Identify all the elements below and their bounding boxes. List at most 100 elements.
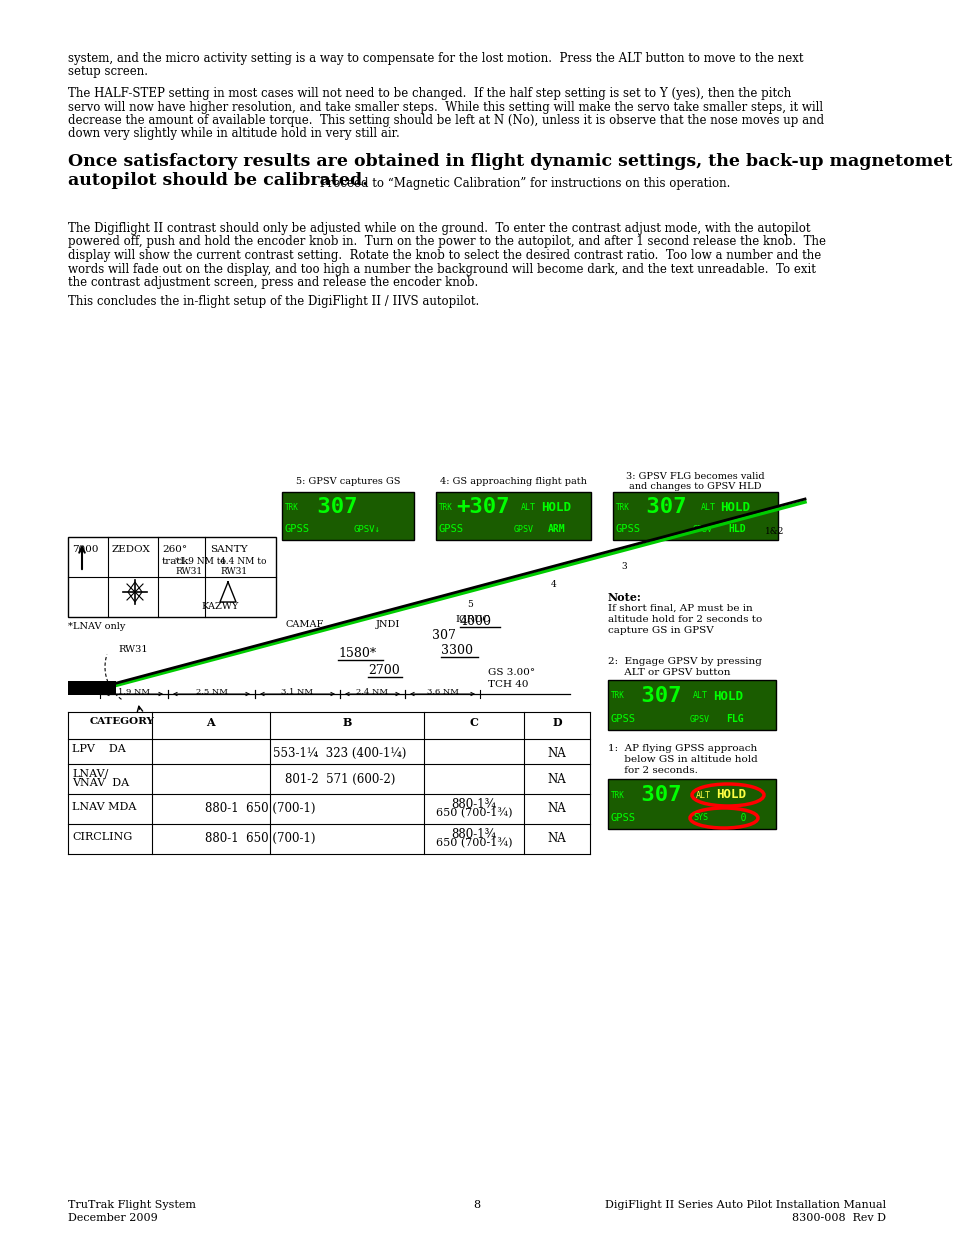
Text: 307: 307 <box>627 685 680 706</box>
Text: below GS in altitude hold: below GS in altitude hold <box>607 755 757 764</box>
Text: JNDI: JNDI <box>375 620 399 629</box>
Text: decrease the amount of available torque.  This setting should be left at N (No),: decrease the amount of available torque.… <box>68 114 823 127</box>
Text: GPSV↓: GPSV↓ <box>354 525 380 534</box>
Text: ALT or GPSV button: ALT or GPSV button <box>607 668 730 677</box>
Text: 5: 5 <box>467 600 473 609</box>
Text: ARM: ARM <box>547 525 565 535</box>
Text: FLG: FLG <box>725 714 742 724</box>
Text: GPSS: GPSS <box>616 525 640 535</box>
Text: GPSS: GPSS <box>438 525 463 535</box>
Text: 2.4 NM: 2.4 NM <box>356 688 388 697</box>
Text: *1.9 NM to: *1.9 NM to <box>174 557 226 566</box>
Text: TRK: TRK <box>438 503 453 511</box>
Text: This concludes the in-flight setup of the DigiFlight II / IIVS autopilot.: This concludes the in-flight setup of th… <box>68 294 478 308</box>
Text: +307: +307 <box>456 498 509 517</box>
Text: 880-1¾: 880-1¾ <box>451 827 496 841</box>
Text: track: track <box>162 557 190 566</box>
Text: ZEDOX: ZEDOX <box>112 545 151 555</box>
Text: LPV    DA: LPV DA <box>71 743 126 755</box>
Text: DigiFlight II Series Auto Pilot Installation Manual: DigiFlight II Series Auto Pilot Installa… <box>604 1200 885 1210</box>
Text: 3300: 3300 <box>440 643 473 657</box>
Text: The HALF-STEP setting in most cases will not need to be changed.  If the half st: The HALF-STEP setting in most cases will… <box>68 86 790 100</box>
Bar <box>68 680 116 695</box>
Text: 4.4 NM to: 4.4 NM to <box>220 557 266 566</box>
Text: CATEGORY: CATEGORY <box>90 718 154 726</box>
Text: TCH 40: TCH 40 <box>488 680 528 689</box>
Text: HOLD: HOLD <box>716 788 745 802</box>
Text: A: A <box>206 718 214 727</box>
Bar <box>282 492 414 540</box>
Text: the contrast adjustment screen, press and release the encoder knob.: the contrast adjustment screen, press an… <box>68 275 477 289</box>
Text: 260°: 260° <box>162 545 187 555</box>
Text: 307: 307 <box>627 785 680 805</box>
Text: VNAV  DA: VNAV DA <box>71 778 129 788</box>
Text: D: D <box>552 718 561 727</box>
Text: words will fade out on the display, and too high a number the background will be: words will fade out on the display, and … <box>68 263 815 275</box>
Text: 650 (700-1¾): 650 (700-1¾) <box>436 808 512 819</box>
Text: HOLD: HOLD <box>712 689 742 703</box>
Text: 880-1  650 (700-1): 880-1 650 (700-1) <box>205 832 314 845</box>
Text: C: C <box>469 718 478 727</box>
Text: ALT: ALT <box>692 692 707 700</box>
Text: NA: NA <box>547 747 566 760</box>
Text: 4000: 4000 <box>459 615 492 629</box>
Bar <box>613 492 778 540</box>
Text: 4: GS approaching flight path: 4: GS approaching flight path <box>439 477 586 487</box>
Text: altitude hold for 2 seconds to: altitude hold for 2 seconds to <box>607 615 761 624</box>
Bar <box>436 492 590 540</box>
Text: HOLD: HOLD <box>720 501 749 514</box>
Text: 650 (700-1¾): 650 (700-1¾) <box>436 839 512 848</box>
Text: RW31: RW31 <box>118 645 148 655</box>
Text: NA: NA <box>547 802 566 815</box>
Text: 3: GPSV FLG becomes valid: 3: GPSV FLG becomes valid <box>625 472 763 480</box>
Text: SANTY: SANTY <box>210 545 248 555</box>
Text: autopilot should be calibrated.: autopilot should be calibrated. <box>68 172 368 189</box>
Text: 2.5 NM: 2.5 NM <box>195 688 227 697</box>
Text: 8: 8 <box>473 1200 480 1210</box>
Text: capture GS in GPSV: capture GS in GPSV <box>607 626 713 635</box>
Text: SYS: SYS <box>692 814 707 823</box>
Text: for 2 seconds.: for 2 seconds. <box>607 766 698 776</box>
Text: RW31: RW31 <box>220 567 247 576</box>
Text: system, and the micro activity setting is a way to compensate for the lost motio: system, and the micro activity setting i… <box>68 52 802 65</box>
Text: 3.1 NM: 3.1 NM <box>281 688 314 697</box>
Text: GPSV: GPSV <box>689 715 709 724</box>
Text: The Digiflight II contrast should only be adjusted while on the ground.  To ente: The Digiflight II contrast should only b… <box>68 222 810 235</box>
Text: NA: NA <box>547 773 566 785</box>
Text: TRK: TRK <box>610 692 624 700</box>
Text: display will show the current contrast setting.  Rotate the knob to select the d: display will show the current contrast s… <box>68 249 821 262</box>
Text: 801-2  571 (600-2): 801-2 571 (600-2) <box>285 773 395 785</box>
Text: LNAV MDA: LNAV MDA <box>71 802 136 811</box>
Text: LNAV/: LNAV/ <box>71 768 109 778</box>
Text: RW31: RW31 <box>174 567 202 576</box>
Text: Once satisfactory results are obtained in flight dynamic settings, the back-up m: Once satisfactory results are obtained i… <box>68 153 953 170</box>
Text: TRK: TRK <box>285 503 298 511</box>
Text: GPSS: GPSS <box>610 714 636 724</box>
Text: *LNAV only: *LNAV only <box>68 622 125 631</box>
Text: 8300-008  Rev D: 8300-008 Rev D <box>791 1213 885 1223</box>
Text: TruTrak Flight System: TruTrak Flight System <box>68 1200 195 1210</box>
Text: If short final, AP must be in: If short final, AP must be in <box>607 604 752 613</box>
Text: 7000: 7000 <box>71 545 98 555</box>
Text: NA: NA <box>547 832 566 845</box>
Text: powered off, push and hold the encoder knob in.  Turn on the power to the autopi: powered off, push and hold the encoder k… <box>68 236 825 248</box>
Polygon shape <box>128 582 142 601</box>
Text: ALT: ALT <box>700 503 716 511</box>
Text: 1.9 NM: 1.9 NM <box>118 688 150 697</box>
Text: servo will now have higher resolution, and take smaller steps.  While this setti: servo will now have higher resolution, a… <box>68 100 822 114</box>
Text: GS 3.00°: GS 3.00° <box>488 668 535 677</box>
Text: HLD: HLD <box>727 525 745 535</box>
Text: 880-1  650 (700-1): 880-1 650 (700-1) <box>205 802 314 815</box>
Text: 307: 307 <box>432 629 456 642</box>
Text: GPSV: GPSV <box>514 525 534 534</box>
Text: ALT: ALT <box>696 790 710 799</box>
Text: 3: 3 <box>620 562 626 571</box>
Text: 1580*: 1580* <box>337 647 375 659</box>
Text: 5: GPSV captures GS: 5: GPSV captures GS <box>295 477 400 487</box>
Text: CIRCLING: CIRCLING <box>71 832 132 842</box>
Text: CAMAF: CAMAF <box>286 620 324 629</box>
Text: December 2009: December 2009 <box>68 1213 157 1223</box>
Text: 1:  AP flying GPSS approach: 1: AP flying GPSS approach <box>607 743 757 753</box>
Text: ALT: ALT <box>520 503 536 511</box>
Text: down very slightly while in altitude hold in very still air.: down very slightly while in altitude hol… <box>68 127 399 141</box>
